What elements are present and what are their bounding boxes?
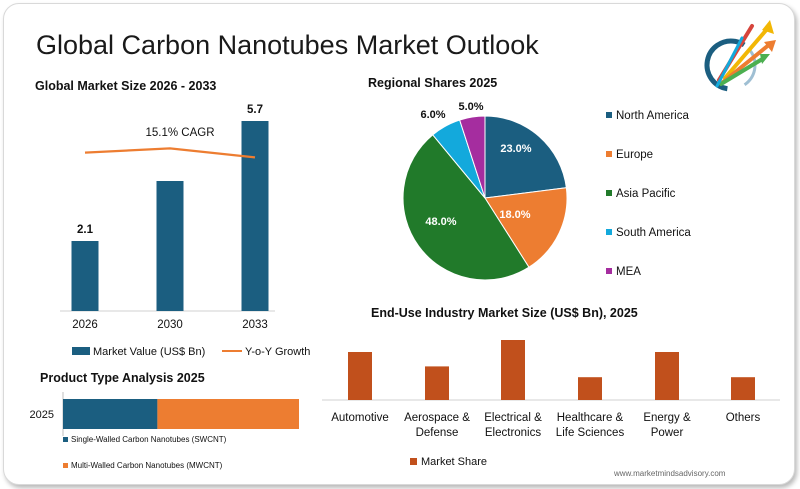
legend-label-growth: Y-o-Y Growth [245, 346, 310, 358]
pie-legend-label-south-america: South America [616, 227, 691, 239]
regional-shares-title: Regional Shares 2025 [368, 76, 498, 90]
end-use-tick-automotive-0: Automotive [331, 412, 389, 424]
end-use-tick-energy-power-1: Power [651, 427, 684, 439]
end-use-tick-healthcare-life-sciences-1: Life Sciences [556, 427, 625, 439]
end-use-bar-healthcare-life-sciences [578, 377, 602, 400]
end-use-bar-automotive [348, 352, 372, 400]
market-size-title: Global Market Size 2026 - 2033 [35, 79, 217, 93]
pie-legend-swatch-south-america [606, 229, 612, 235]
pie-label-europe: 18.0% [499, 209, 530, 221]
end-use-legend-swatch [410, 458, 417, 465]
end-use-legend-label: Market Share [421, 456, 487, 468]
pie-legend-label-mea: MEA [616, 266, 641, 278]
end-use-tick-healthcare-life-sciences-0: Healthcare & [557, 412, 624, 424]
pie-legend-label-asia-pacific: Asia Pacific [616, 188, 676, 200]
pie-legend-swatch-north-america [606, 112, 612, 118]
end-use-bar-electrical-electronics [501, 340, 525, 400]
product-bar-mwcnt [157, 399, 299, 429]
market-size-bar-2033 [241, 121, 269, 311]
legend-label-market-value: Market Value (US$ Bn) [93, 346, 205, 358]
page-title: Global Carbon Nanotubes Market Outlook [36, 30, 539, 60]
pie-label-north-america: 23.0% [500, 143, 531, 155]
pie-legend-swatch-europe [606, 151, 612, 157]
end-use-bar-energy-power [655, 352, 679, 400]
growth-line [84, 147, 256, 159]
pie-label-asia-pacific: 48.0% [425, 216, 456, 228]
product-legend-label-swcnt: Single-Walled Carbon Nanotubes (SWCNT) [71, 435, 227, 444]
end-use-tick-others-0: Others [726, 412, 761, 424]
pie-legend-swatch-asia-pacific [606, 190, 612, 196]
product-type-title: Product Type Analysis 2025 [40, 371, 205, 385]
market-size-tick-2033: 2033 [242, 319, 268, 331]
market-size-tick-2026: 2026 [72, 319, 98, 331]
end-use-tick-electrical-electronics-1: Electronics [485, 427, 541, 439]
product-tick-2025: 2025 [30, 409, 54, 421]
product-bar-swcnt [63, 399, 158, 429]
market-size-value-2033: 5.7 [247, 104, 263, 116]
end-use-tick-electrical-electronics-0: Electrical & [484, 412, 542, 424]
cagr-annotation: 15.1% CAGR [145, 127, 214, 139]
product-legend-label-mwcnt: Multi-Walled Carbon Nanotubes (MWCNT) [71, 461, 223, 470]
pie-legend-swatch-mea [606, 268, 612, 274]
product-legend-swatch-swcnt [63, 437, 68, 442]
source-credit: www.marketmindsadvisory.com [614, 469, 726, 478]
pie-legend-label-europe: Europe [616, 149, 653, 161]
product-legend-swatch-mwcnt [63, 463, 68, 468]
market-size-bar-2030 [156, 181, 184, 311]
legend-swatch-market-value [72, 347, 90, 355]
end-use-tick-aerospace-defense-0: Aerospace & [404, 412, 470, 424]
pie-slice-north-america [484, 115, 567, 199]
pie-legend-label-north-america: North America [616, 110, 689, 122]
end-use-bar-others [731, 377, 755, 400]
market-size-value-2026: 2.1 [77, 224, 94, 236]
pie-label-south-america: 6.0% [420, 109, 445, 121]
pie-slice-asia-pacific [402, 134, 530, 281]
arrow-burst-logo-icon [704, 20, 776, 92]
market-size-bar-2026 [71, 241, 99, 311]
market-size-tick-2030: 2030 [157, 319, 183, 331]
pie-label-mea: 5.0% [458, 101, 483, 113]
end-use-tick-energy-power-0: Energy & [643, 412, 691, 424]
end-use-title: End-Use Industry Market Size (US$ Bn), 2… [371, 306, 638, 320]
end-use-tick-aerospace-defense-1: Defense [416, 427, 459, 439]
pie-slice-mea [459, 115, 486, 199]
end-use-bar-aerospace-defense [425, 366, 449, 400]
pie-slice-europe [484, 187, 568, 268]
